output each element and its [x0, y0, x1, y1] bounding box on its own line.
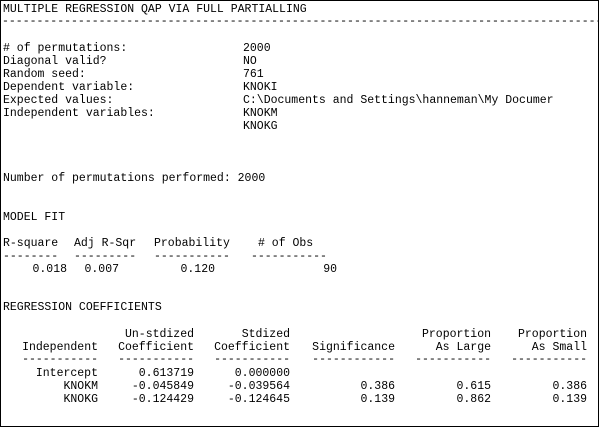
- model-fit-header: # of Obs: [258, 237, 314, 250]
- coef-header: Coefficient: [118, 341, 194, 354]
- probability-value: 0.120: [180, 263, 215, 276]
- coef-header: Proportion: [421, 328, 491, 341]
- coef-unstd: 0.613719: [138, 367, 194, 380]
- report-title: MULTIPLE REGRESSION QAP VIA FULL PARTIAL…: [3, 3, 307, 16]
- coef-std: 0.000000: [234, 367, 290, 380]
- coef-dashes: -----------: [22, 353, 98, 366]
- permutations-performed: Number of permutations performed: 2000: [3, 172, 266, 185]
- coef-dashes: -----------: [415, 353, 491, 366]
- coef-std: -0.039564: [227, 380, 290, 393]
- model-fit-header: Adj R-Sqr: [74, 237, 137, 250]
- model-fit-dashes: ---------: [74, 250, 137, 263]
- model-fit-dashes: --------: [3, 250, 59, 263]
- diagonal-label: Diagonal valid?: [3, 55, 107, 68]
- model-fit-dashes: -----------: [154, 250, 230, 263]
- expected-label: Expected values:: [3, 94, 114, 107]
- coef-prop-large: 0.615: [456, 380, 491, 393]
- coef-unstd: -0.124429: [131, 393, 194, 406]
- coef-header: Un-stdized: [124, 328, 194, 341]
- model-fit-heading: MODEL FIT: [3, 211, 66, 224]
- coef-header: Stdized: [241, 328, 290, 341]
- coef-header: As Small: [531, 341, 587, 354]
- coef-row-name: KNOKM: [63, 380, 98, 393]
- model-fit-header: Probability: [154, 237, 230, 250]
- coef-header: Independent: [22, 341, 98, 354]
- r-square-value: 0.018: [32, 263, 67, 276]
- coef-prop-small: 0.386: [552, 380, 587, 393]
- seed-value: 761: [243, 68, 264, 81]
- separator-line: ----------------------------------------…: [2, 15, 598, 28]
- coef-significance: 0.139: [360, 393, 395, 406]
- independent-value-2: KNOKG: [243, 120, 278, 133]
- dependent-value: KNOKI: [243, 81, 278, 94]
- coef-header: As Large: [435, 341, 491, 354]
- coef-header: Proportion: [517, 328, 587, 341]
- obs-count-value: 90: [323, 263, 337, 276]
- coef-row-name: Intercept: [35, 367, 98, 380]
- permutations-value: 2000: [243, 42, 271, 55]
- expected-value: C:\Documents and Settings\hanneman\My Do…: [243, 94, 554, 107]
- coef-dashes: -----------: [511, 353, 587, 366]
- coef-prop-large: 0.862: [456, 393, 491, 406]
- coef-unstd: -0.045849: [131, 380, 194, 393]
- coef-dashes: -----------: [118, 353, 194, 366]
- diagonal-value: NO: [243, 55, 257, 68]
- coef-row-name: KNOKG: [63, 393, 98, 406]
- coef-std: -0.124645: [227, 393, 290, 406]
- coef-dashes: ------------: [312, 353, 395, 366]
- dependent-label: Dependent variable:: [3, 81, 135, 94]
- coefficients-heading: REGRESSION COEFFICIENTS: [3, 301, 162, 314]
- coef-header: Significance: [312, 341, 395, 354]
- model-fit-header: R-square: [3, 237, 59, 250]
- coef-prop-small: 0.139: [552, 393, 587, 406]
- independent-value-1: KNOKM: [243, 107, 278, 120]
- coef-significance: 0.386: [360, 380, 395, 393]
- permutations-label: # of permutations:: [3, 42, 128, 55]
- model-fit-dashes: -----------: [251, 250, 327, 263]
- coef-header: Coefficient: [214, 341, 290, 354]
- independent-label: Independent variables:: [3, 107, 155, 120]
- adj-r-sqr-value: 0.007: [84, 263, 119, 276]
- seed-label: Random seed:: [3, 68, 86, 81]
- coef-dashes: -----------: [214, 353, 290, 366]
